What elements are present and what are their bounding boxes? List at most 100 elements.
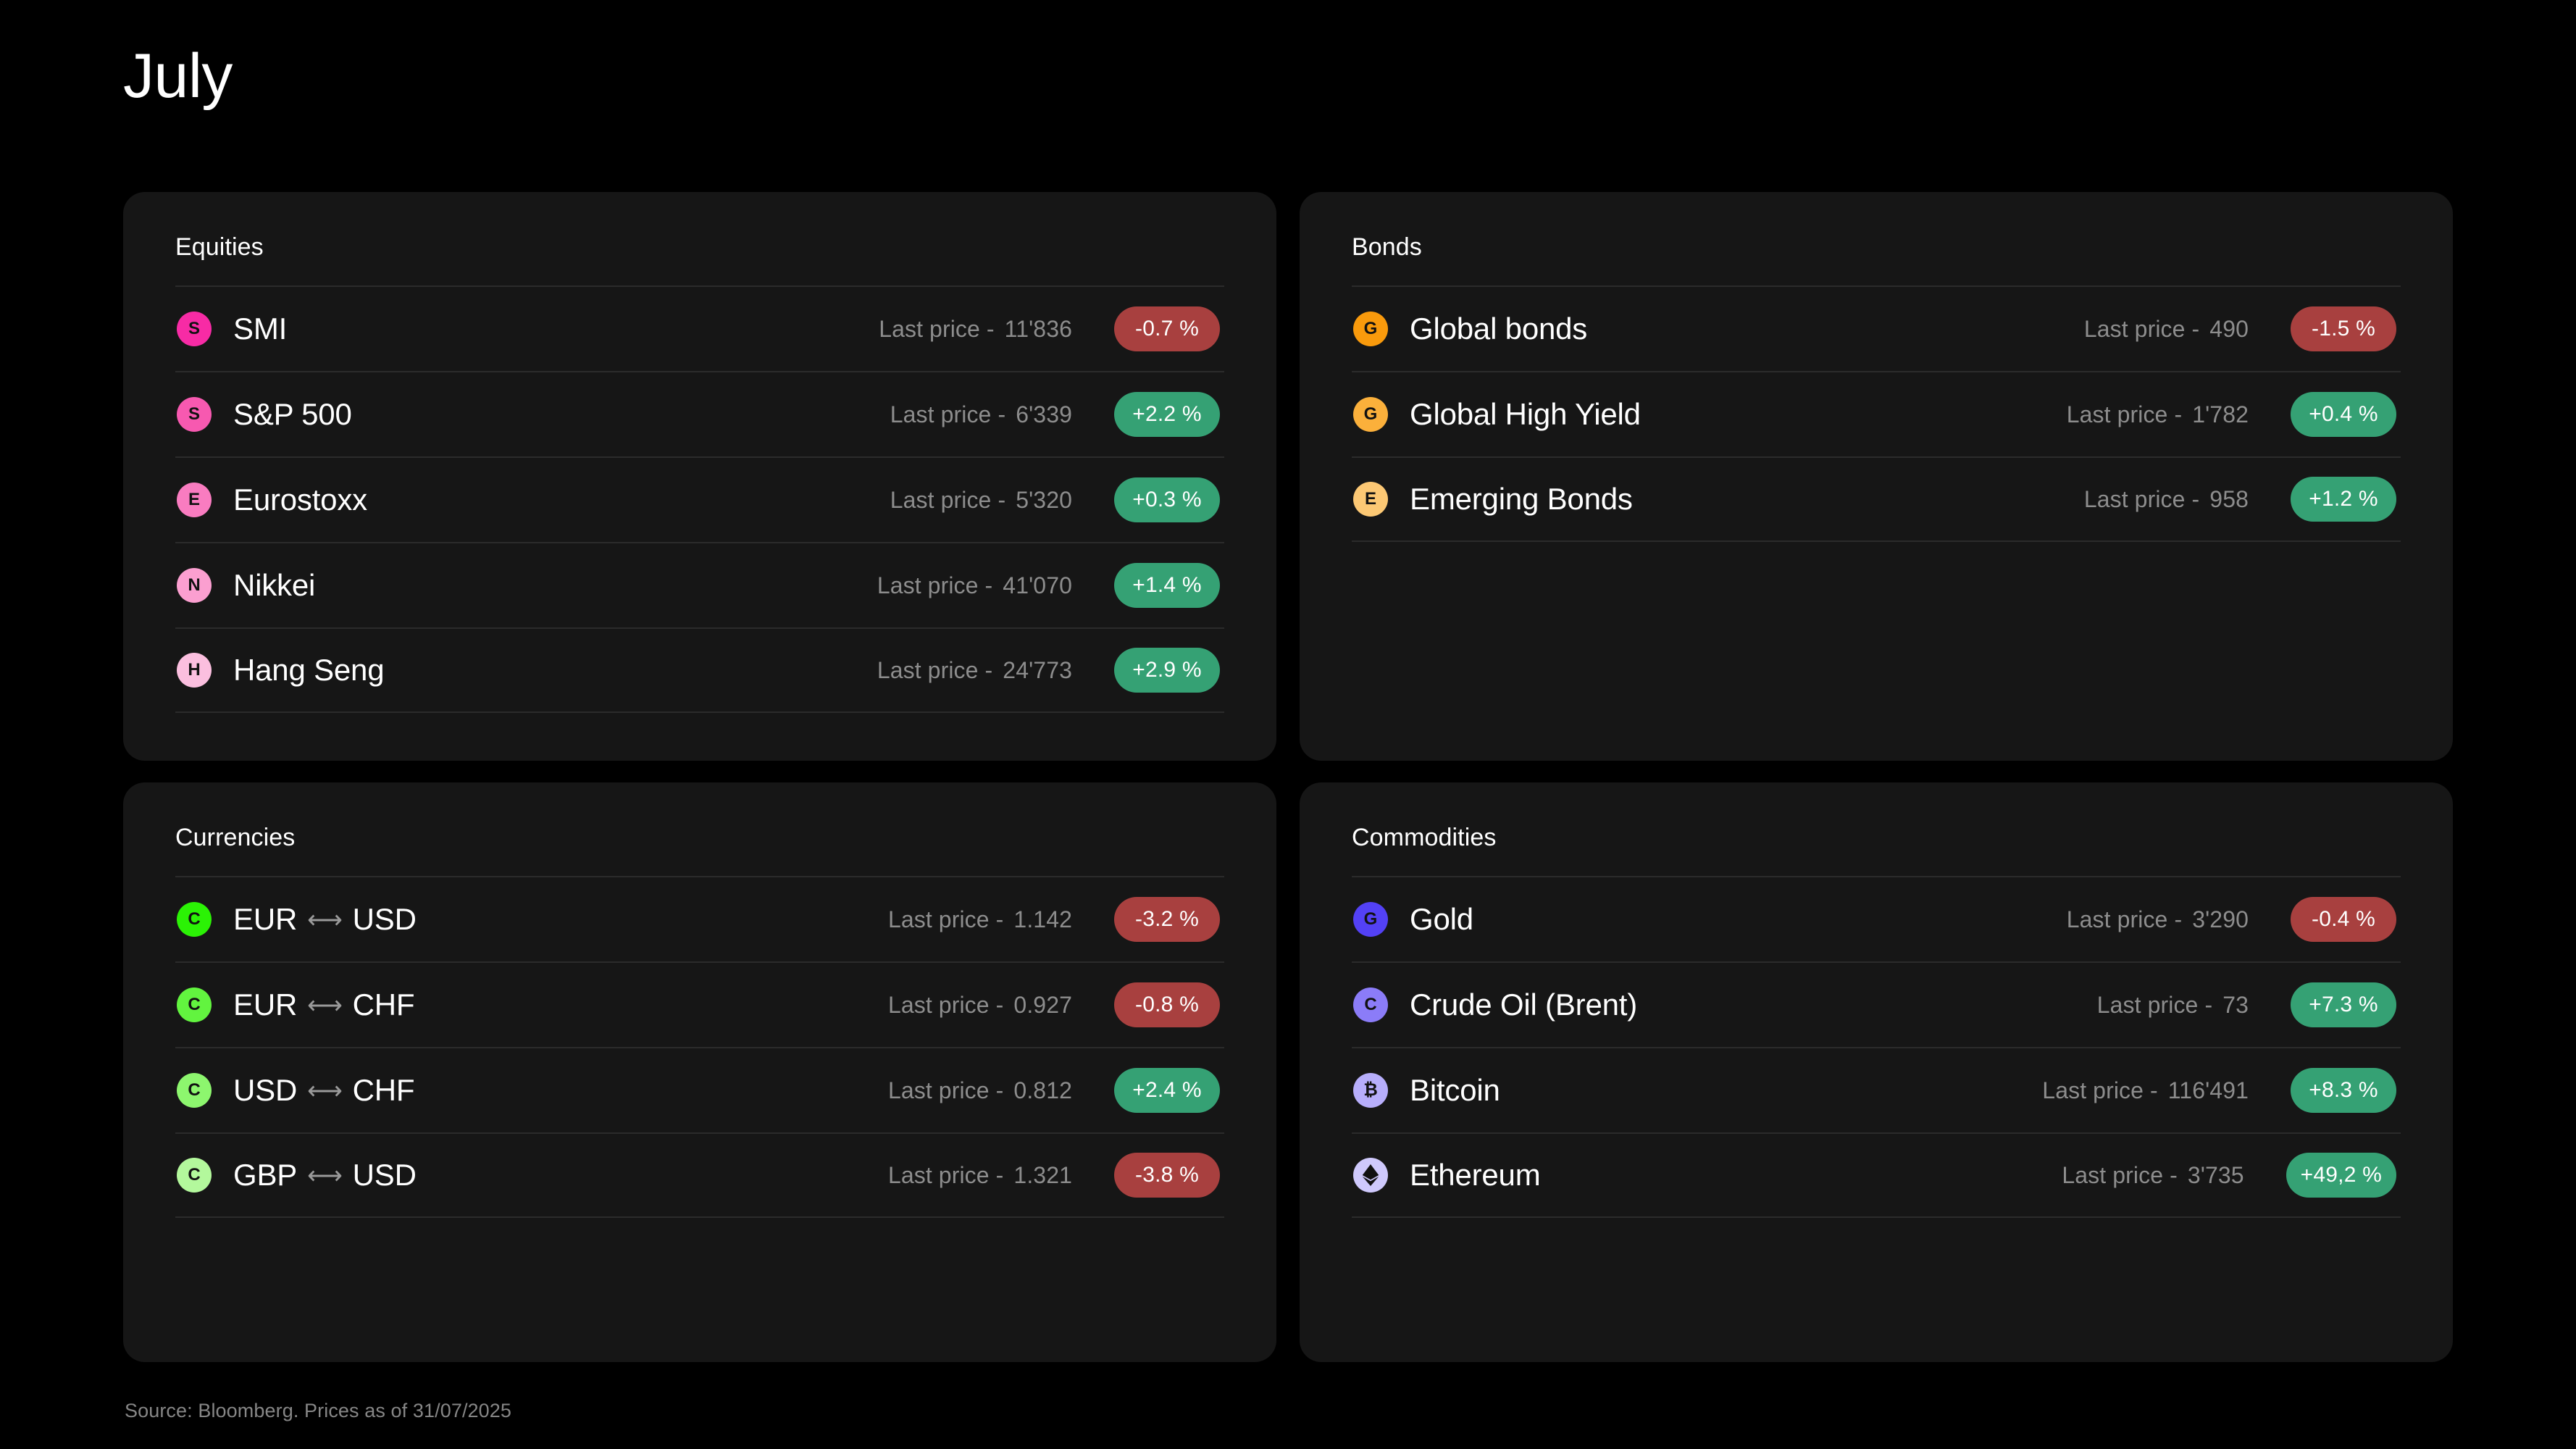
table-row[interactable]: C EUR ⟷ CHF Last price - 0.927 -0.8 % [175, 961, 1224, 1047]
last-price-value: 1.142 [1013, 906, 1072, 932]
row-label: Ethereum [1410, 1158, 2062, 1193]
letter-h-icon: H [177, 653, 212, 688]
ethereum-icon [1353, 1158, 1388, 1193]
table-row[interactable]: G Global bonds Last price - 490 -1.5 % [1352, 285, 2401, 371]
last-price-label: Last price - [2066, 906, 2183, 932]
last-price-value: 24'773 [1003, 656, 1072, 683]
last-price: Last price - 0.812 [888, 1077, 1072, 1104]
last-price: Last price - 24'773 [877, 657, 1072, 684]
currency-base: USD [233, 1073, 298, 1108]
card-title-bonds: Bonds [1352, 233, 1422, 261]
row-label: Emerging Bonds [1410, 482, 2084, 517]
currency-base: EUR [233, 902, 298, 937]
table-row[interactable]: G Gold Last price - 3'290 -0.4 % [1352, 876, 2401, 961]
currency-quote: USD [352, 1158, 417, 1193]
change-badge: +8.3 % [2291, 1068, 2396, 1114]
last-price-value: 116'491 [2167, 1077, 2249, 1103]
change-badge: +1.4 % [1114, 563, 1220, 609]
table-row[interactable]: C Crude Oil (Brent) Last price - 73 +7.3 % [1352, 961, 2401, 1047]
table-row[interactable]: N Nikkei Last price - 41'070 +1.4 % [175, 542, 1224, 627]
row-label: EUR ⟷ CHF [233, 987, 888, 1022]
page-title: July [123, 41, 233, 111]
letter-s-icon: S [177, 397, 212, 433]
change-badge: -1.5 % [2291, 306, 2396, 352]
row-label: GBP ⟷ USD [233, 1158, 888, 1193]
row-label: Eurostoxx [233, 483, 890, 517]
table-row[interactable]: H Hang Seng Last price - 24'773 +2.9 % [175, 627, 1224, 714]
row-label-text: S&P 500 [233, 397, 352, 432]
last-price-value: 11'836 [1004, 315, 1072, 342]
letter-g-icon: G [1353, 902, 1388, 938]
table-row[interactable]: S SMI Last price - 11'836 -0.7 % [175, 285, 1224, 371]
row-label: Bitcoin [1410, 1073, 2042, 1108]
currency-base: EUR [233, 987, 298, 1022]
last-price-label: Last price - [890, 486, 1006, 513]
row-label: Crude Oil (Brent) [1410, 987, 2097, 1022]
table-row[interactable]: G Global High Yield Last price - 1'782 +0.4 … [1352, 371, 2401, 456]
rows-equities: S SMI Last price - 11'836 -0.7 % S S&P 500 Last… [175, 285, 1224, 714]
change-badge: +7.3 % [2291, 982, 2396, 1028]
exchange-arrow-icon: ⟷ [307, 1162, 343, 1190]
change-badge: +0.3 % [1114, 477, 1220, 523]
last-price: Last price - 1.321 [888, 1162, 1072, 1189]
last-price: Last price - 116'491 [2042, 1077, 2249, 1104]
last-price-value: 73 [2222, 991, 2249, 1018]
change-badge: -0.4 % [2291, 897, 2396, 943]
change-badge: -0.8 % [1114, 982, 1220, 1028]
currency-quote: CHF [352, 1073, 415, 1108]
last-price-label: Last price - [887, 991, 1004, 1018]
change-badge: +2.2 % [1114, 392, 1220, 438]
table-row[interactable]: C GBP ⟷ USD Last price - 1.321 -3.8 % [175, 1132, 1224, 1219]
last-price-label: Last price - [2042, 1077, 2158, 1103]
letter-n-icon: N [177, 568, 212, 604]
exchange-arrow-icon: ⟷ [307, 992, 343, 1020]
last-price-value: 5'320 [1016, 486, 1072, 513]
last-price-label: Last price - [887, 906, 1004, 932]
last-price-label: Last price - [2066, 401, 2183, 427]
letter-c-icon: C [177, 902, 212, 938]
row-label-text: Global High Yield [1410, 397, 1641, 432]
card-title-commodities: Commodities [1352, 824, 1497, 851]
last-price-label: Last price - [877, 656, 993, 683]
table-row[interactable]: ₿ Bitcoin Last price - 116'491 +8.3 % [1352, 1047, 2401, 1132]
row-label-text: SMI [233, 312, 288, 346]
letter-c-icon: C [177, 1073, 212, 1108]
table-row[interactable]: E Emerging Bonds Last price - 958 +1.2 % [1352, 456, 2401, 543]
last-price-value: 958 [2209, 485, 2249, 512]
last-price-value: 1'782 [2192, 401, 2249, 427]
row-label-text: Crude Oil (Brent) [1410, 987, 1638, 1022]
last-price-label: Last price - [2096, 991, 2213, 1018]
last-price-label: Last price - [879, 315, 995, 342]
bitcoin-icon: ₿ [1353, 1073, 1388, 1108]
row-label-text: Nikkei [233, 568, 316, 603]
last-price: Last price - 490 [2084, 316, 2249, 343]
currency-quote: CHF [352, 987, 415, 1022]
source-footnote: Source: Bloomberg. Prices as of 31/07/20… [125, 1400, 512, 1421]
card-equities: Equities S SMI Last price - 11'836 -0.7 % S S&… [123, 192, 1276, 761]
last-price: Last price - 73 [2097, 992, 2249, 1019]
table-row[interactable]: Ethereum Last price - 3'735 +49,2 % [1352, 1132, 2401, 1219]
last-price-value: 6'339 [1016, 401, 1072, 427]
letter-c-icon: C [177, 987, 212, 1023]
change-badge: +1.2 % [2291, 477, 2396, 522]
table-row[interactable]: C EUR ⟷ USD Last price - 1.142 -3.2 % [175, 876, 1224, 961]
table-row[interactable]: S S&P 500 Last price - 6'339 +2.2 % [175, 371, 1224, 456]
last-price: Last price - 1'782 [2067, 401, 2249, 428]
last-price: Last price - 11'836 [879, 316, 1072, 343]
last-price: Last price - 5'320 [890, 487, 1072, 514]
change-badge: -3.8 % [1114, 1153, 1220, 1198]
table-row[interactable]: C USD ⟷ CHF Last price - 0.812 +2.4 % [175, 1047, 1224, 1132]
last-price-value: 0.812 [1013, 1077, 1072, 1103]
last-price-label: Last price - [887, 1077, 1004, 1103]
change-badge: +49,2 % [2286, 1153, 2396, 1198]
row-label: SMI [233, 312, 879, 346]
last-price: Last price - 6'339 [890, 401, 1072, 428]
rows-commodities: G Gold Last price - 3'290 -0.4 % C Crude Oil (… [1352, 876, 2401, 1219]
card-title-equities: Equities [175, 233, 264, 261]
last-price: Last price - 3'290 [2067, 906, 2249, 933]
letter-g-icon: G [1353, 397, 1388, 433]
rows-bonds: G Global bonds Last price - 490 -1.5 % G Globa… [1352, 285, 2401, 543]
table-row[interactable]: E Eurostoxx Last price - 5'320 +0.3 % [175, 456, 1224, 542]
row-label: Global bonds [1410, 312, 2084, 346]
row-label: Hang Seng [233, 653, 877, 688]
